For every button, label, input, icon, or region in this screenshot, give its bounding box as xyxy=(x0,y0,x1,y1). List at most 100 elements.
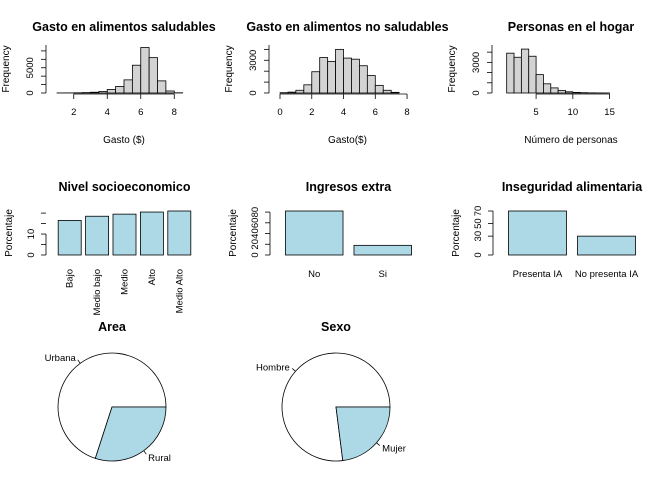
category-label: No xyxy=(308,269,320,280)
histogram-bar xyxy=(343,57,352,94)
bar xyxy=(577,235,636,256)
y-tick-label: 0 xyxy=(471,90,482,95)
pie-leader-line xyxy=(77,359,81,364)
bar xyxy=(353,244,412,256)
category-label: Si xyxy=(379,269,387,280)
histogram-bar xyxy=(528,55,537,94)
chart-title: Inseguridad alimentaria xyxy=(502,180,643,194)
histogram-bar xyxy=(359,65,368,94)
histogram-bar xyxy=(287,91,297,94)
pie-chart-1: Area Urbana Rural xyxy=(45,320,171,464)
x-tick-label: 6 xyxy=(138,107,143,118)
histogram-bar xyxy=(106,89,117,94)
histogram-bar xyxy=(513,56,522,94)
y-tick-label: 40 xyxy=(250,228,261,239)
x-tick-label: 8 xyxy=(172,107,177,118)
pie-label: Urbana xyxy=(45,353,77,364)
bar xyxy=(285,210,344,256)
chart-title: Sexo xyxy=(321,320,351,334)
histogram-bar xyxy=(123,79,133,94)
x-tick-label: 4 xyxy=(105,107,110,118)
y-tick-label: 10 xyxy=(26,229,37,240)
pie-slice xyxy=(57,352,167,459)
pie-label: Mujer xyxy=(382,444,406,455)
histogram-bar xyxy=(557,90,566,94)
histogram-bar xyxy=(311,71,321,94)
y-tick-label: 0 xyxy=(250,252,261,257)
category-label: Medio xyxy=(120,269,131,295)
category-label: Bajo xyxy=(65,269,76,288)
x-tick-label: 0 xyxy=(277,107,282,118)
category-label: Medio Alto xyxy=(174,269,185,313)
y-tick-label: 20 xyxy=(250,239,261,250)
x-tick-label: 10 xyxy=(568,107,579,118)
histogram-bar xyxy=(351,58,360,94)
category-label: Alto xyxy=(147,269,158,285)
barplot-4: Nivel socioeconomico Bajo Medio bajo Medio A… xyxy=(4,180,192,315)
bar xyxy=(139,211,164,256)
histogram-bar xyxy=(543,83,552,94)
category-label: Medio bajo xyxy=(92,269,103,315)
y-tick-label: 3000 xyxy=(471,52,482,73)
histogram-bar xyxy=(131,64,142,94)
pie-label: Rural xyxy=(148,453,171,464)
x-axis-label: Gasto ($) xyxy=(103,135,145,146)
histogram-bar xyxy=(157,80,167,94)
x-axis-label: Gasto($) xyxy=(328,135,367,146)
y-tick-label: 0 xyxy=(248,90,259,95)
chart-title: Area xyxy=(98,320,127,334)
bar xyxy=(167,210,192,256)
y-axis-label: Porcentaje xyxy=(4,209,15,257)
histogram-bar xyxy=(319,57,329,94)
y-axis-label: Porcentaje xyxy=(451,209,462,257)
histogram-bar xyxy=(374,84,384,94)
histogram-bar xyxy=(115,86,125,94)
y-tick-label: 0 xyxy=(26,252,37,257)
histogram-bar xyxy=(572,91,581,94)
bar xyxy=(57,220,82,256)
x-tick-label: 6 xyxy=(373,107,378,118)
y-tick-label: 0 xyxy=(25,90,36,95)
chart-title: Personas en el hogar xyxy=(508,20,635,34)
histogram-bar xyxy=(335,48,344,94)
histogram-1: Gasto en alimentos saludables 2 4 6 8 Gasto (… xyxy=(1,20,216,146)
histogram-bar xyxy=(535,74,544,94)
y-tick-label: 50 xyxy=(473,218,484,229)
histogram-bar xyxy=(390,91,400,94)
pie-leader-line xyxy=(376,442,381,446)
y-tick-label: 5000 xyxy=(25,57,36,78)
bar xyxy=(85,215,110,256)
histogram-3: Personas en el hogar 5 10 15 Número de perso… xyxy=(447,20,634,146)
x-axis-label: Número de personas xyxy=(524,135,617,146)
x-tick-label: 2 xyxy=(309,107,314,118)
category-label: No presenta IA xyxy=(575,269,639,280)
histogram-bar xyxy=(295,89,305,94)
histogram-bar xyxy=(520,48,530,94)
pie-slice xyxy=(335,406,391,462)
histogram-bar xyxy=(90,91,100,94)
bar xyxy=(112,213,137,256)
y-tick-label: 80 xyxy=(250,207,261,218)
histogram-bar xyxy=(506,52,515,94)
pie-chart-2: Sexo Hombre Mujer xyxy=(256,320,406,462)
x-tick-label: 4 xyxy=(341,107,346,118)
chart-title: Ingresos extra xyxy=(306,180,393,194)
histogram-bar xyxy=(303,84,313,94)
y-tick-label: 30 xyxy=(473,231,484,242)
chart-title: Gasto en alimentos saludables xyxy=(32,20,215,34)
y-tick-label: 0 xyxy=(473,252,484,257)
pie-slice xyxy=(94,406,167,462)
x-tick-label: 5 xyxy=(533,107,538,118)
x-tick-label: 15 xyxy=(604,107,615,118)
histogram-bar xyxy=(148,57,158,94)
bar xyxy=(508,210,567,256)
y-tick-label: 3000 xyxy=(248,50,259,71)
histogram-bar xyxy=(140,47,150,94)
y-tick-label: 70 xyxy=(473,206,484,217)
pie-label: Hombre xyxy=(256,362,290,373)
histogram-bar xyxy=(382,89,392,94)
y-axis-label: Frequency xyxy=(224,45,235,92)
y-tick-label: 60 xyxy=(250,218,261,229)
x-tick-label: 8 xyxy=(404,107,409,118)
